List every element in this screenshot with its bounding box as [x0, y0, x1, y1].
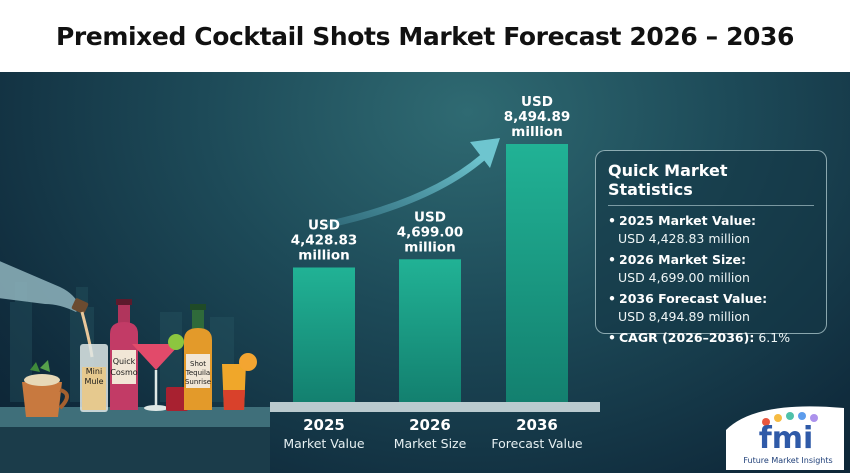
svg-text:Tequila: Tequila [185, 369, 210, 377]
stat-2025-market-value: • 2025 Market Value: USD 4,428.83 million [608, 212, 814, 248]
stat-value: 6.1% [758, 330, 791, 345]
tequila-sunrise-bottle: Shot Tequila Sunrise [184, 304, 212, 410]
chart-baseline [270, 402, 600, 412]
svg-text:Quick: Quick [113, 357, 136, 366]
sunrise-glass [222, 353, 257, 410]
bar-value-label-2026-0: USD [414, 209, 446, 225]
bar-2025 [293, 267, 355, 402]
bar-value-label-2036-0: USD [521, 94, 553, 110]
stat-label: CAGR (2026–2036): [619, 330, 755, 345]
bar-value-label-2025-1: 4,428.83 [291, 232, 358, 248]
mini-mule-glass: Mini Mule [80, 344, 108, 412]
bullet-icon: • [608, 213, 616, 228]
lime-slice [168, 334, 184, 350]
cocktail-illustration: Mini Mule Quick Cosmo Shot T [0, 261, 270, 473]
bar-value-label-2036-2: million [511, 124, 562, 140]
chart-stage: Mini Mule Quick Cosmo Shot T [0, 72, 850, 473]
page-title: Premixed Cocktail Shots Market Forecast … [55, 21, 795, 51]
logo-caption: Future Market Insights [743, 456, 832, 465]
bar-value-label-2025-2: million [298, 247, 349, 263]
illus-label-0: Mini [86, 367, 102, 376]
x-tick-label-2025: 2025 [303, 416, 345, 434]
bar-value-label-2036-1: 8,494.89 [504, 109, 571, 125]
martini-glass [132, 344, 180, 411]
counter-front [0, 427, 270, 473]
bullet-icon: • [608, 291, 616, 306]
quick-cosmo-bottle: Quick Cosmo [110, 299, 138, 410]
x-tick-label-2026: 2026 [409, 416, 451, 434]
x-sublabel-2026: Market Size [394, 436, 467, 451]
svg-text:Cosmo: Cosmo [110, 368, 137, 377]
stat-2026-market-size: • 2026 Market Size: USD 4,699.00 million [608, 251, 814, 287]
svg-text:Shot: Shot [190, 360, 206, 368]
stat-value: USD 4,428.83 million [618, 231, 750, 246]
stat-label: 2025 Market Value: [619, 213, 757, 228]
bar-value-label-2025-0: USD [308, 217, 340, 233]
bar-value-label-2026-2: million [404, 239, 455, 255]
copper-mug [22, 360, 69, 417]
stat-2036-forecast-value: • 2036 Forecast Value: USD 8,494.89 milli… [608, 290, 814, 326]
bar-2036 [506, 144, 568, 402]
stat-label: 2026 Market Size: [619, 252, 747, 267]
logo-mark: fmi [759, 421, 814, 456]
stat-value: USD 8,494.89 million [618, 309, 750, 324]
stat-label: 2036 Forecast Value: [619, 291, 768, 306]
red-shot-glass [166, 387, 188, 411]
bullet-icon: • [608, 330, 616, 345]
stat-cagr: • CAGR (2026–2036): 6.1% [608, 329, 814, 347]
x-sublabel-2025: Market Value [283, 436, 365, 451]
trend-arrow [326, 138, 500, 228]
quick-stats-panel: Quick Market Statistics • 2025 Market Val… [595, 150, 827, 345]
bar-value-label-2026-1: 4,699.00 [397, 224, 464, 240]
stats-title: Quick Market Statistics [608, 161, 814, 206]
bar-2026 [399, 259, 461, 402]
counter-top [0, 407, 270, 427]
x-sublabel-2036: Forecast Value [491, 436, 583, 451]
svg-text:Sunrise: Sunrise [185, 378, 211, 386]
title-bar: Premixed Cocktail Shots Market Forecast … [0, 0, 850, 72]
bullet-icon: • [608, 252, 616, 267]
x-tick-label-2036: 2036 [516, 416, 558, 434]
svg-text:Mule: Mule [84, 377, 103, 386]
fmi-logo: fmi Future Market Insights [726, 406, 844, 470]
stat-value: USD 4,699.00 million [618, 270, 750, 285]
